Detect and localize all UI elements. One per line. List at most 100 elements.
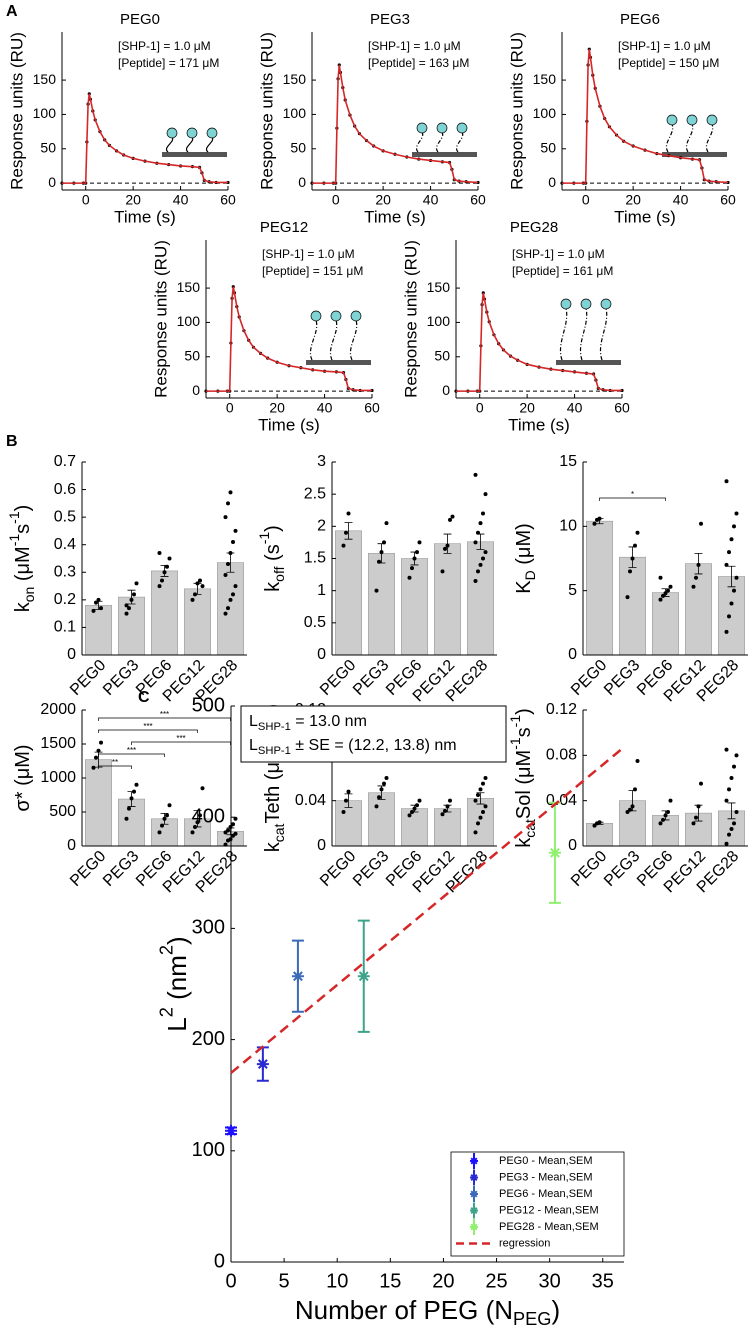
bar bbox=[151, 570, 179, 656]
annotation: [Peptide] = 151 μM bbox=[262, 264, 363, 278]
y-tick-label: 1 bbox=[317, 582, 326, 599]
error-bar bbox=[727, 802, 736, 820]
data-point bbox=[256, 1058, 269, 1071]
replicate-point bbox=[198, 578, 202, 583]
replicate-point bbox=[481, 556, 485, 561]
replicate-point bbox=[448, 517, 452, 522]
tether bbox=[350, 319, 358, 361]
surface bbox=[412, 152, 477, 157]
replicate-point bbox=[231, 592, 235, 597]
significance-bracket bbox=[98, 765, 132, 769]
significance-label: *** bbox=[176, 734, 185, 743]
replicate-point bbox=[443, 546, 447, 551]
y-axis-label: Response units (RU) bbox=[507, 32, 526, 190]
annotation: [Peptide] = 150 μM bbox=[618, 56, 719, 70]
y-axis-label-part: (μM) bbox=[513, 523, 535, 570]
replicate-point bbox=[727, 787, 731, 792]
y-tick-label: 0.6 bbox=[54, 481, 76, 498]
error-bar bbox=[410, 804, 419, 813]
replicate-point bbox=[724, 479, 729, 484]
y-axis-label-part: (nm bbox=[162, 955, 192, 1007]
y-axis-label: Response units (RU) bbox=[257, 32, 276, 190]
peptide bbox=[166, 127, 178, 139]
replicate-point bbox=[668, 798, 673, 803]
tether bbox=[456, 131, 464, 153]
replicate-point bbox=[483, 776, 488, 780]
y-tick-label: 100 bbox=[33, 105, 57, 121]
legend-label: PEG3 - Mean,SEM bbox=[499, 1171, 593, 1183]
y-axis-label-part: k bbox=[262, 841, 284, 852]
y-tick-label: 100 bbox=[533, 105, 557, 121]
y-tick-label: 0.04 bbox=[295, 792, 326, 809]
y-axis-label-part: 2 bbox=[156, 945, 176, 955]
y-tick-label: 0 bbox=[548, 174, 556, 190]
bar bbox=[618, 556, 646, 656]
x-axis-label-part: PEG bbox=[513, 1309, 551, 1329]
x-tick-label: 25 bbox=[485, 1270, 507, 1292]
replicate-point bbox=[658, 597, 663, 602]
x-axis-label-part: ) bbox=[551, 1295, 560, 1325]
panel-label: B bbox=[6, 433, 18, 450]
replicate-point bbox=[724, 798, 729, 803]
replicate-point bbox=[724, 629, 729, 634]
x-tick-label: PEG3 bbox=[601, 657, 643, 699]
x-tick-label: 35 bbox=[592, 1270, 614, 1292]
y-axis-label: L2 (nm2) bbox=[156, 936, 192, 1031]
replicate-point bbox=[666, 588, 670, 593]
replicate-point bbox=[734, 810, 739, 814]
y-axis-label: Response units (RU) bbox=[7, 32, 26, 190]
bar bbox=[184, 588, 212, 656]
peptide bbox=[330, 310, 342, 322]
bar bbox=[85, 605, 113, 656]
replicate-point bbox=[727, 614, 731, 619]
peptide bbox=[580, 298, 592, 310]
replicate-point bbox=[450, 514, 455, 519]
y-tick-label: 0 bbox=[214, 1250, 225, 1272]
replicate-point bbox=[448, 798, 452, 803]
replicate-point bbox=[478, 815, 483, 820]
replicate-point bbox=[473, 472, 478, 477]
x-tick-label: 0 bbox=[582, 192, 590, 208]
error-bar bbox=[694, 804, 703, 822]
x-tick-label: PEG3 bbox=[601, 848, 643, 890]
bar bbox=[217, 562, 245, 656]
legend-swatch bbox=[470, 1153, 478, 1169]
y-axis-label-part: (μM bbox=[12, 546, 34, 586]
legend-swatch bbox=[470, 1186, 478, 1202]
x-tick-label: 60 bbox=[614, 400, 630, 416]
x-tick-label: 0 bbox=[225, 1270, 236, 1292]
y-axis-label-part: D bbox=[522, 570, 538, 580]
y-tick-label: 0 bbox=[568, 837, 577, 854]
legend-label: PEG28 - Mean,SEM bbox=[499, 1221, 599, 1233]
x-tick-label: PEG3 bbox=[100, 657, 142, 699]
y-tick-label: 3 bbox=[317, 453, 326, 470]
error-bar bbox=[443, 804, 452, 813]
bar bbox=[433, 808, 461, 847]
replicate-point bbox=[127, 806, 131, 811]
surface bbox=[162, 152, 227, 157]
significance-label: *** bbox=[143, 722, 152, 731]
error-bar bbox=[344, 793, 353, 808]
replicate-point bbox=[732, 588, 736, 593]
annotation-part: L bbox=[249, 713, 258, 730]
x-tick-label: 0 bbox=[476, 400, 484, 416]
tether bbox=[310, 319, 318, 361]
x-tick-label: 40 bbox=[423, 192, 439, 208]
replicate-point bbox=[729, 776, 734, 780]
y-axis-label-part: off bbox=[271, 566, 287, 581]
x-tick-label: 20 bbox=[625, 192, 641, 208]
y-axis-label-part: s bbox=[513, 727, 535, 737]
replicate-point bbox=[478, 787, 483, 792]
significance-label: *** bbox=[127, 746, 136, 755]
replicate-point bbox=[200, 786, 205, 791]
replicate-point bbox=[724, 841, 729, 846]
y-tick-label: 0 bbox=[298, 174, 306, 190]
replicate-point bbox=[346, 511, 351, 516]
error-bar bbox=[410, 551, 419, 566]
bar bbox=[585, 823, 613, 847]
y-tick-label: 0 bbox=[48, 174, 56, 190]
replicate-point bbox=[382, 781, 386, 786]
chart-title: PEG28 bbox=[510, 219, 558, 236]
error-bar bbox=[94, 600, 103, 610]
replicate-point bbox=[94, 755, 98, 760]
